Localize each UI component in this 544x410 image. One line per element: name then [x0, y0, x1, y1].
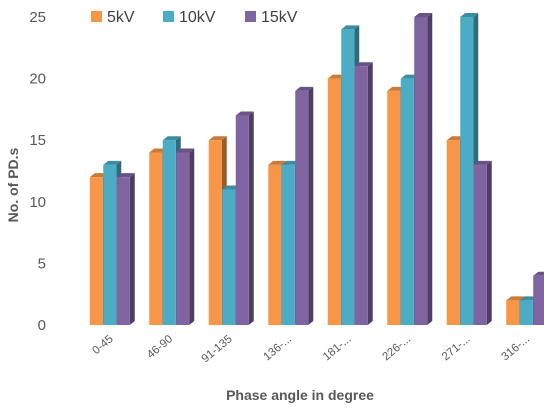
legend-label: 15kV [261, 9, 298, 26]
x-tick-label: 226-... [380, 333, 413, 363]
x-tick-label: 181-... [321, 333, 354, 363]
x-tick-label: 0-45 [90, 333, 115, 357]
legend-label: 5kV [107, 9, 135, 26]
y-axis-ticks: 0 5 10 15 20 25 [29, 9, 46, 334]
x-tick-label: 316-... [499, 333, 532, 363]
bar-15kv-226 [414, 13, 433, 325]
legend-swatch [245, 11, 256, 22]
x-tick-label: 91-135 [200, 333, 235, 365]
y-tick-label: 25 [29, 9, 46, 26]
chart-legend: 5kV 10kV 15kV [91, 9, 298, 26]
legend-swatch [163, 11, 174, 22]
y-tick-label: 10 [29, 194, 46, 211]
bar-15kv-271 [473, 160, 492, 325]
x-tick-label: 271-... [440, 333, 473, 363]
bar-15kv-91-135 [235, 111, 254, 325]
bar-15kv-0-45 [116, 173, 135, 325]
x-axis-title: Phase angle in degree [226, 387, 374, 403]
bar-15kv-136 [295, 86, 314, 325]
bar-15kv-46-90 [176, 148, 195, 325]
x-tick-label: 136-... [261, 333, 294, 363]
legend-item-15kv: 15kV [245, 9, 298, 26]
x-axis-ticks: 0-45 46-90 91-135 136-... 181-... 226-... 271-… [90, 333, 532, 365]
y-tick-label: 5 [38, 255, 46, 272]
y-tick-label: 0 [38, 317, 46, 334]
y-axis-title: No. of PD.s [5, 147, 21, 222]
legend-item-5kv: 5kV [91, 9, 135, 26]
legend-item-10kv: 10kV [163, 9, 216, 26]
y-tick-label: 15 [29, 132, 46, 149]
legend-swatch [91, 11, 102, 22]
bar-15kv-181 [354, 62, 373, 325]
y-tick-label: 20 [29, 71, 46, 88]
bar-series-group [89, 13, 544, 325]
x-tick-label: 46-90 [145, 333, 175, 361]
bar-15kv-316 [533, 271, 544, 325]
legend-label: 10kV [179, 9, 216, 26]
